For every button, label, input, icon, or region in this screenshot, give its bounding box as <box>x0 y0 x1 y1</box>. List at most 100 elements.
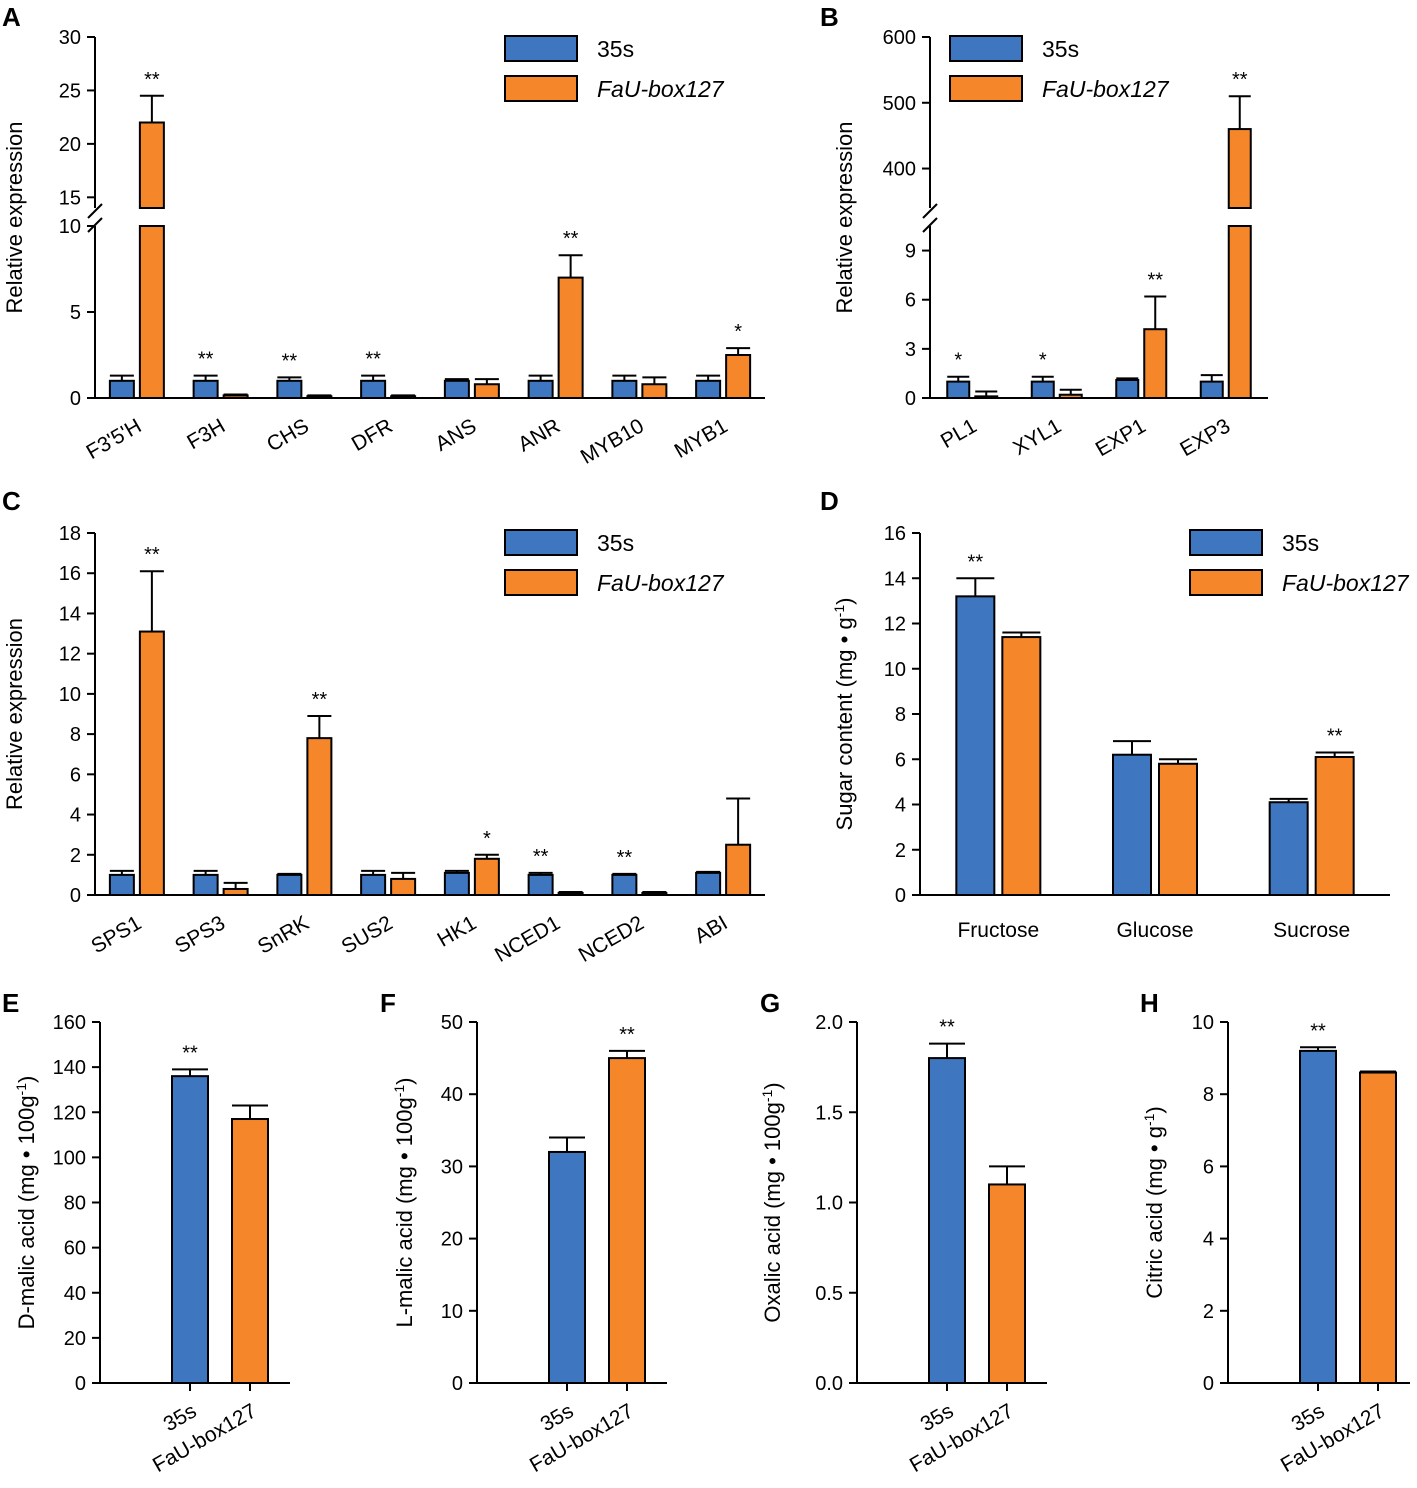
y-axis-label: Relative expression <box>2 122 27 314</box>
error-bar <box>696 870 721 873</box>
y-axis-label: Citric acid (mg • g-1) <box>1141 1106 1167 1299</box>
error-bar <box>391 871 416 879</box>
x-category-label: MYB1 <box>671 414 732 463</box>
y-label-main: Relative expression <box>832 122 857 314</box>
error-bar <box>172 1068 208 1077</box>
y-tick-label: 120 <box>53 1102 86 1124</box>
y-axis-label: L-malic acid (mg • 100g-1) <box>391 1077 417 1327</box>
legend-label-1: 35s <box>597 530 634 556</box>
bar-faubox127 <box>608 1057 646 1384</box>
error-bar <box>223 881 248 889</box>
y-tick-label: 14 <box>59 603 81 625</box>
bar-35s-3 <box>360 873 387 897</box>
x-category-label: SUS2 <box>338 911 397 958</box>
panel-label-b: B <box>820 2 839 32</box>
bar-35s-0 <box>946 380 971 400</box>
bar-35s-1 <box>1112 753 1152 896</box>
x-category-label: ANS <box>431 414 480 456</box>
y-axis-label: Oxalic acid (mg • 100g-1) <box>759 1082 785 1322</box>
y-tick-label: 30 <box>59 27 81 49</box>
x-category-label: F3'5'H <box>82 414 145 464</box>
bar-faubox127-3 <box>390 395 417 399</box>
y-tick-label: 3 <box>905 339 916 361</box>
bar-faubox127-6 <box>641 383 668 399</box>
significance-mark: ** <box>312 689 328 711</box>
error-bar <box>947 375 970 382</box>
significance-mark: ** <box>1147 269 1163 291</box>
legend-label-2: FaU-box127 <box>1282 570 1410 596</box>
bar-35s <box>1299 1049 1337 1384</box>
bar-35s-5 <box>527 379 554 399</box>
category-group: * HK1 <box>433 828 500 952</box>
error-bar <box>1159 758 1197 764</box>
bar-faubox127-3-upper <box>1227 128 1252 209</box>
significance-mark: ** <box>1327 725 1343 747</box>
bar-35s-2 <box>276 379 303 399</box>
y-tick-label: 400 <box>883 159 916 181</box>
y-tick-label: 16 <box>884 523 906 545</box>
legend-swatch-2 <box>504 569 578 596</box>
category-group: * MYB1 <box>671 321 752 463</box>
error-bar <box>726 797 751 845</box>
axis-break-mark <box>87 203 103 219</box>
significance-mark: * <box>954 350 962 372</box>
category-group: ** DFR <box>348 349 417 456</box>
x-category-label: EXP1 <box>1092 414 1150 461</box>
category-group: ANS <box>431 378 500 456</box>
axis-break-mark <box>922 203 938 219</box>
y-tick-label: 25 <box>59 80 81 102</box>
bar-faubox127-5 <box>557 276 584 400</box>
error-bar <box>361 869 386 875</box>
y-tick-label: 16 <box>59 563 81 585</box>
y-axis-label: D-malic acid (mg • 100g-1) <box>13 1076 39 1330</box>
bar-35s-4 <box>443 379 470 399</box>
bar-faubox127-0-upper <box>138 121 165 209</box>
y-tick-label: 0 <box>75 1373 86 1395</box>
error-bar <box>1059 388 1082 395</box>
error-bar <box>642 376 667 385</box>
bar-35s-3 <box>360 379 387 399</box>
bar-35s-6 <box>611 379 638 399</box>
bar-faubox127-0-lower <box>138 225 165 399</box>
error-bar <box>474 378 499 385</box>
y-label-superscript: -1 <box>13 1083 29 1096</box>
category-group: ** Fructose <box>955 551 1042 942</box>
bar-faubox127 <box>988 1183 1026 1384</box>
significance-mark: * <box>483 828 491 850</box>
y-tick-label: 2.0 <box>815 1012 843 1034</box>
error-bar <box>1113 740 1151 755</box>
legend-label-1: 35s <box>597 36 634 62</box>
x-category-label: FaU-box127 <box>906 1399 1018 1477</box>
legend-swatch-1 <box>504 35 578 62</box>
y-label-main: Relative expression <box>2 618 27 810</box>
legend-label-2: FaU-box127 <box>597 76 725 102</box>
axis-break-mark <box>922 217 938 233</box>
panel-label-e: E <box>2 988 19 1018</box>
bar-35s <box>928 1057 966 1384</box>
y-label-end: ) <box>760 1082 785 1089</box>
y-tick-label: 6 <box>70 764 81 786</box>
chart-panel-e: 0 20 40 60 80 100 120 140 160 D-malic acid (mg • … <box>13 1012 290 1477</box>
error-bar <box>307 715 332 739</box>
y-axis-label: Relative expression <box>2 618 27 810</box>
bar-faubox127-2 <box>1143 328 1168 400</box>
y-tick-label: 4 <box>1203 1229 1214 1251</box>
y-label-end: ) <box>392 1077 417 1084</box>
y-tick-label: 2 <box>70 845 81 867</box>
category-group: ** SPS1 <box>87 544 165 958</box>
y-tick-label: 9 <box>905 241 916 263</box>
category-group: ABI <box>691 797 752 948</box>
category-group: SPS3 <box>171 869 249 958</box>
error-bar <box>696 374 721 381</box>
bar-faubox127-2 <box>1314 755 1355 896</box>
error-bar <box>307 394 332 397</box>
legend-swatch-2 <box>504 75 578 102</box>
error-bar <box>277 872 302 875</box>
y-tick-label: 0 <box>70 885 81 907</box>
error-bar <box>1144 295 1167 330</box>
panel-label-g: G <box>760 988 780 1018</box>
bar-35s-0 <box>108 873 135 897</box>
significance-mark: ** <box>533 846 549 868</box>
category-group: * XYL1 <box>1009 350 1083 460</box>
